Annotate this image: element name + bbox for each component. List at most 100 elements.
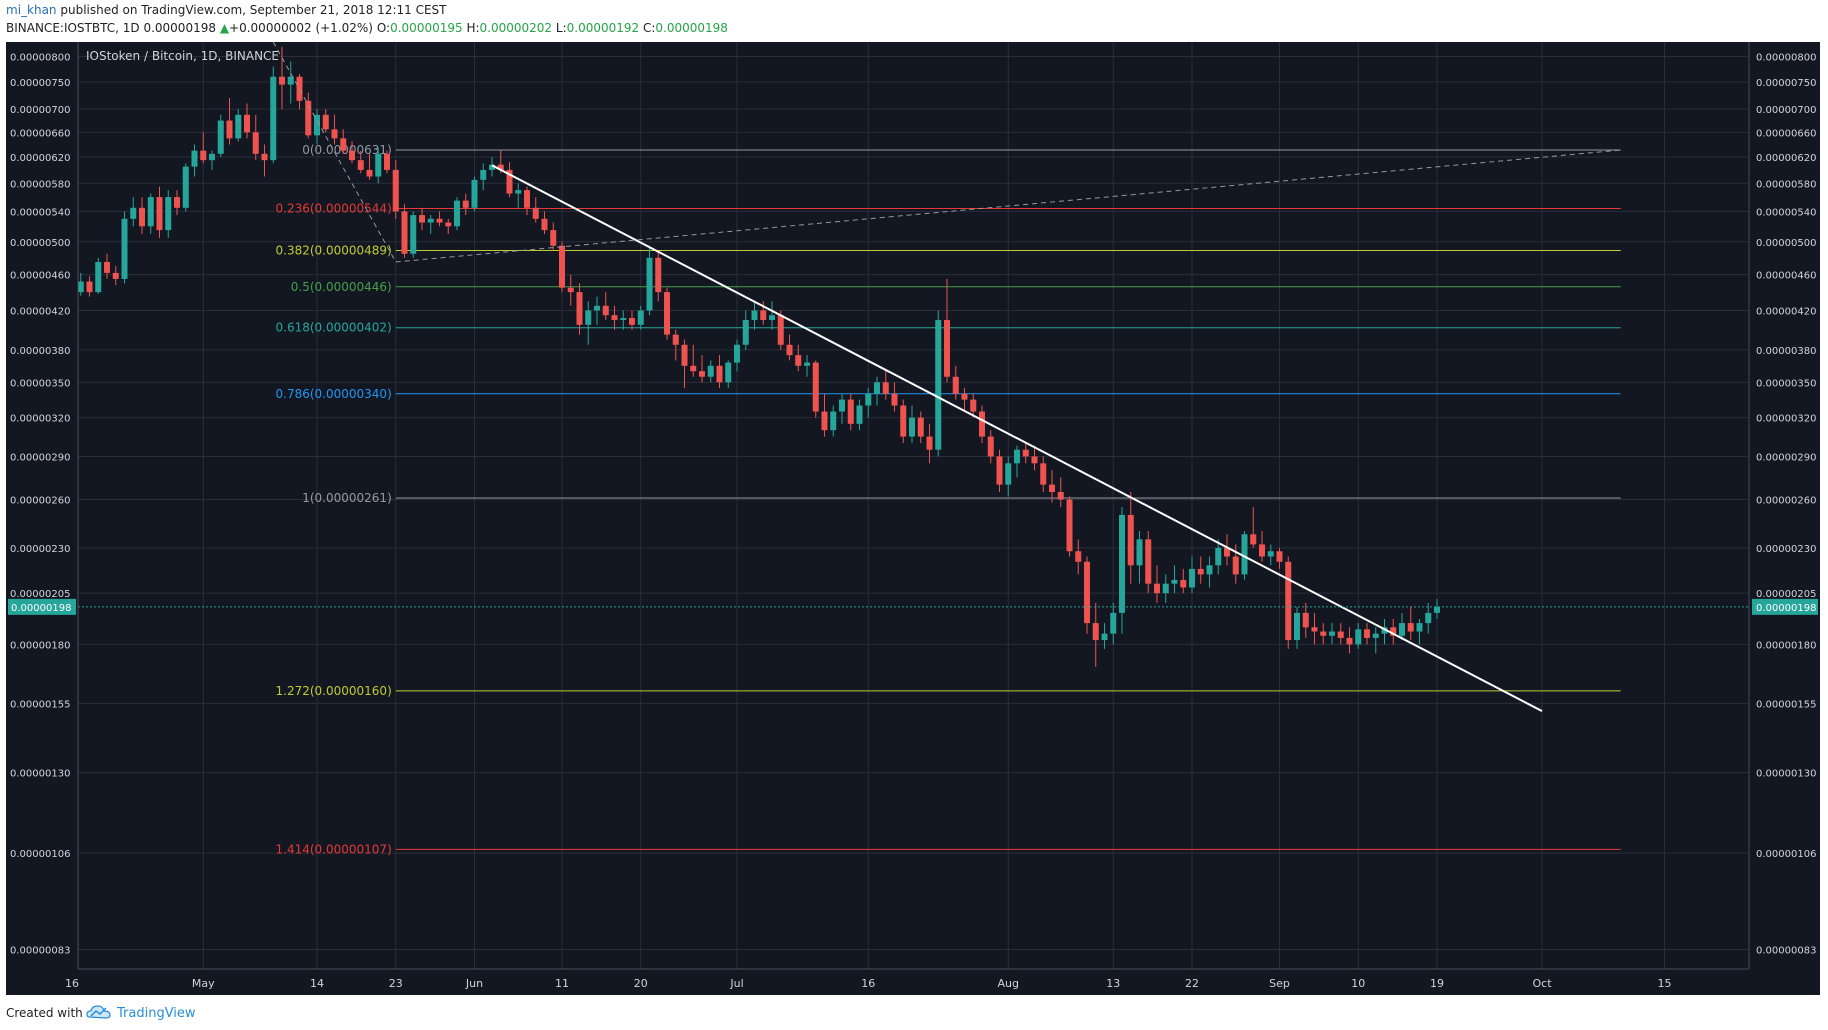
price-tick-right: 0.00000260 — [1756, 495, 1816, 506]
price-tick-left: 0.00000800 — [10, 53, 70, 64]
candle-body — [681, 344, 688, 366]
tradingview-cloud-icon[interactable] — [86, 1003, 112, 1021]
candle-body — [1285, 561, 1292, 641]
candle-body — [900, 405, 907, 437]
candle-body — [226, 120, 233, 139]
candle-body — [1162, 583, 1169, 594]
fib-level-label: 0.5(0.00000446) — [291, 280, 392, 294]
time-tick: Jul — [729, 977, 743, 990]
candlestick-chart[interactable]: 0(0.00000631) 0.236(0.00000544) 0.382(0.00… — [0, 42, 1828, 995]
candle-body — [1425, 612, 1432, 624]
candle-body — [1311, 627, 1318, 632]
fib-level-label: 1.414(0.00000107) — [276, 842, 392, 856]
dashed-trendline[interactable] — [395, 149, 1621, 263]
candle-body — [1040, 463, 1047, 485]
candle-body — [760, 310, 767, 320]
candle-body — [874, 382, 880, 394]
price-tick-right: 0.00000460 — [1756, 271, 1816, 282]
price-tick-right: 0.00000155 — [1756, 699, 1816, 710]
candle-body — [979, 411, 985, 437]
fibonacci-retracement[interactable]: 0(0.00000631) 0.236(0.00000544) 0.382(0.00… — [276, 143, 1621, 856]
candle-body — [952, 376, 959, 394]
candle-body — [620, 318, 627, 320]
price-tick-left: 0.00000620 — [10, 153, 70, 164]
time-tick: 22 — [1185, 977, 1199, 990]
left-price-axis[interactable] — [6, 42, 78, 995]
candle-body — [147, 197, 154, 227]
candle-body — [970, 399, 977, 412]
axis-labels: 0.00000800 0.00000800 0.00000750 0.00000750… — [8, 53, 1818, 990]
fib-level-label: 0.618(0.00000402) — [276, 321, 392, 335]
price-tick-left: 0.00000660 — [10, 128, 70, 139]
price-tick-left: 0.00000750 — [10, 78, 70, 89]
candle-body — [882, 382, 889, 394]
price-tick-left: 0.00000230 — [10, 544, 70, 555]
tradingview-link[interactable]: TradingView — [117, 1006, 196, 1021]
price-tick-left: 0.00000580 — [10, 179, 70, 190]
dashed-trendline[interactable] — [272, 42, 397, 263]
candle-body — [427, 218, 434, 223]
candle-body — [996, 456, 1003, 485]
candle-body — [462, 200, 469, 208]
trendline[interactable] — [491, 164, 1543, 712]
price-tick-left: 0.00000380 — [10, 346, 70, 357]
close-label: C: — [642, 21, 656, 35]
candle-body — [112, 272, 119, 279]
up-triangle-icon: ▲ — [219, 21, 230, 35]
candle-body — [270, 76, 277, 161]
candle-body — [1101, 633, 1108, 641]
candle-body — [1197, 568, 1204, 575]
price-tick-right: 0.00000620 — [1756, 153, 1816, 164]
candle-body — [1241, 534, 1248, 575]
price-tick-right: 0.00000540 — [1756, 207, 1816, 218]
candle-body — [1434, 606, 1440, 613]
last-price: 0.00000198 — [143, 21, 216, 35]
candle-body — [847, 399, 854, 424]
price-tick-right: 0.00000180 — [1756, 640, 1816, 651]
candle-body — [130, 207, 137, 219]
candle-body — [1119, 514, 1125, 613]
candle-body — [305, 100, 312, 136]
time-axis[interactable] — [6, 969, 1820, 995]
candle-body — [524, 190, 530, 208]
price-tick-left: 0.00000155 — [10, 699, 70, 710]
candle-body — [95, 261, 102, 293]
candle-body — [865, 393, 872, 406]
high-label: H: — [466, 21, 480, 35]
current-price-badge-right — [1752, 598, 1818, 615]
candle-body — [1014, 449, 1020, 464]
candle-body — [672, 334, 679, 345]
candle-body — [445, 222, 452, 227]
candle-body — [1171, 579, 1178, 584]
chart-title: IOStoken / Bitcoin, 1D, BINANCE — [86, 49, 279, 63]
right-price-axis[interactable] — [1749, 42, 1820, 995]
candle-body — [559, 245, 565, 288]
price-tick-right: 0.00000700 — [1756, 105, 1816, 116]
candle-body — [1049, 484, 1055, 492]
candle-body — [812, 362, 819, 412]
grid-lines — [71, 42, 1749, 969]
candle-body — [1250, 534, 1257, 545]
candle-body — [86, 281, 93, 293]
candle-body — [139, 207, 145, 227]
candle-body — [1364, 629, 1370, 638]
candle-body — [340, 138, 347, 151]
candle-body — [174, 197, 180, 208]
candle-body — [1276, 551, 1283, 562]
candle-body — [1320, 631, 1327, 636]
candle-body — [909, 417, 915, 437]
candle-body — [1346, 637, 1353, 645]
price-tick-right: 0.00000083 — [1756, 946, 1816, 957]
candle-body — [182, 166, 189, 208]
candle-body — [1180, 579, 1187, 588]
trendlines[interactable] — [78, 42, 1749, 712]
price-tick-right: 0.00000320 — [1756, 414, 1816, 425]
price-tick-left: 0.00000083 — [10, 946, 70, 957]
price-tick-right: 0.00000800 — [1756, 53, 1816, 64]
fib-level-label: 0.786(0.00000340) — [276, 387, 392, 401]
price-tick-left: 0.00000540 — [10, 207, 70, 218]
author-link[interactable]: mi_khan — [6, 3, 57, 17]
price-tick-right: 0.00000350 — [1756, 378, 1816, 389]
fib-level-label: 0(0.00000631) — [302, 143, 392, 157]
candle-body — [252, 132, 259, 154]
